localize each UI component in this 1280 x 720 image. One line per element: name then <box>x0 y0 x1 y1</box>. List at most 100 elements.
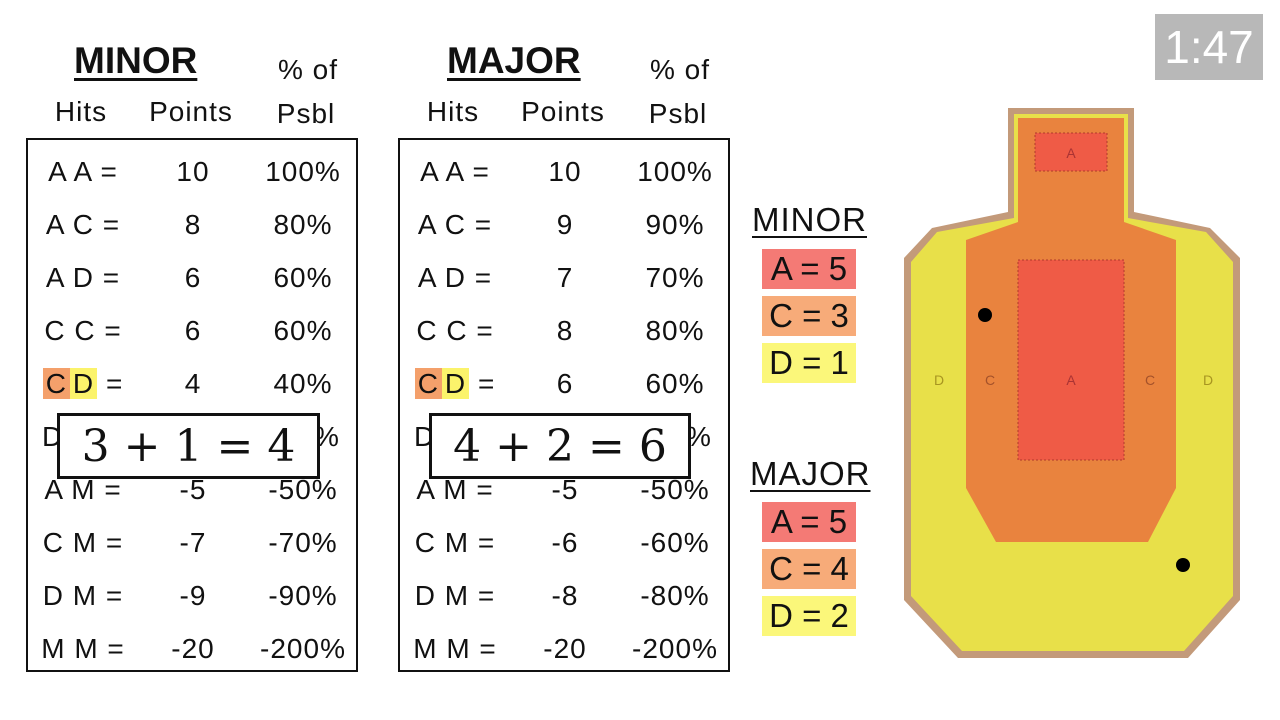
pct-cell: 60% <box>273 315 333 346</box>
hits-cell: D M = <box>42 580 124 611</box>
pct-cell: 60% <box>645 368 705 399</box>
table-row: A M = -5 -50% <box>28 463 356 516</box>
hits-cell: A M = <box>416 474 494 505</box>
minor-points-header: Points <box>149 96 233 127</box>
pct-cell: 70% <box>645 262 705 293</box>
points-cell: 7 <box>556 262 574 293</box>
table-row: D M = -9 -90% <box>28 569 356 622</box>
pct-cell: -60% <box>640 527 710 558</box>
video-timer: 1:47 <box>1155 14 1263 80</box>
zone-label-c-right: C <box>1145 372 1155 388</box>
bullet-hole <box>1176 558 1190 572</box>
minor-pct-header-line1: % of <box>277 54 339 85</box>
bullet-hole <box>978 308 992 322</box>
minor-table-title: MINOR <box>74 40 198 81</box>
minor-d-points-badge: D = 1 <box>762 343 856 383</box>
pct-cell: -200% <box>260 633 346 664</box>
pct-cell: -80% <box>640 580 710 611</box>
d-zone-highlight: D <box>69 368 98 399</box>
table-row: M M = -20 -200% <box>400 622 728 675</box>
hits-cell: A D = <box>417 262 493 293</box>
table-row: M M = -20 -200% <box>28 622 356 675</box>
hits-cell: C C = <box>416 315 494 346</box>
points-cell: 9 <box>556 209 574 240</box>
points-cell: 4 <box>184 368 202 399</box>
major-points-title: MAJOR <box>750 455 871 492</box>
table-row: C C = 8 80% <box>400 304 728 357</box>
points-cell: -5 <box>551 474 579 505</box>
pct-cell: 60% <box>273 262 333 293</box>
major-pct-header-line2: Psbl <box>648 98 708 129</box>
points-cell: 6 <box>556 368 574 399</box>
hits-cell: A A = <box>48 156 118 187</box>
table-row: A M = -5 -50% <box>400 463 728 516</box>
table-row: A A = 10 100% <box>400 145 728 198</box>
points-cell: 10 <box>176 156 210 187</box>
pct-cell: -90% <box>268 580 338 611</box>
table-row: A D = 7 70% <box>400 251 728 304</box>
hits-cell: A A = <box>420 156 490 187</box>
points-cell: -20 <box>543 633 587 664</box>
pct-cell: 90% <box>645 209 705 240</box>
major-c-points-badge: C = 4 <box>762 549 856 589</box>
hits-cell: C C = <box>44 315 122 346</box>
hits-cell: C M = <box>42 527 124 558</box>
d-zone-highlight: D <box>441 368 470 399</box>
major-a-points-badge: A = 5 <box>762 502 856 542</box>
table-row: C M = -7 -70% <box>28 516 356 569</box>
points-cell: -6 <box>551 527 579 558</box>
c-zone-highlight: C <box>42 368 70 399</box>
hits-cell: M M = <box>41 633 125 664</box>
table-row: A A = 10 100% <box>28 145 356 198</box>
major-table: A A = 10 100% A C = 9 90% A D = 7 70% C … <box>398 138 730 672</box>
head-zone-label: A <box>1066 145 1076 161</box>
table-row: A D = 6 60% <box>28 251 356 304</box>
major-hits-header: Hits <box>426 96 480 127</box>
pct-cell: 80% <box>273 209 333 240</box>
pct-cell: 40% <box>273 368 333 399</box>
hits-cell: M M = <box>413 633 497 664</box>
hits-cell: A C = <box>417 209 493 240</box>
points-cell: -9 <box>179 580 207 611</box>
zone-label-c-left: C <box>985 372 995 388</box>
hits-cell: D M = <box>414 580 496 611</box>
pct-cell: 100% <box>265 156 341 187</box>
table-row: D M = -8 -80% <box>400 569 728 622</box>
major-d-points-badge: D = 2 <box>762 596 856 636</box>
hits-cell: C M = <box>414 527 496 558</box>
zone-label-d-right: D <box>1203 372 1213 388</box>
minor-a-points-badge: A = 5 <box>762 249 856 289</box>
pct-cell: -70% <box>268 527 338 558</box>
hits-cell: A M = <box>44 474 122 505</box>
minor-equation-box: 3 + 1 = 4 <box>57 413 320 479</box>
major-table-title: MAJOR <box>447 40 581 81</box>
target-body-a-zone <box>1017 259 1125 461</box>
equals-sign: = <box>477 368 496 399</box>
minor-hits-header: Hits <box>54 96 108 127</box>
points-cell: -8 <box>551 580 579 611</box>
points-cell: 6 <box>184 262 202 293</box>
points-cell: -5 <box>179 474 207 505</box>
c-zone-highlight: C <box>414 368 442 399</box>
points-cell: 10 <box>548 156 582 187</box>
table-row: C C = 6 60% <box>28 304 356 357</box>
points-cell: -20 <box>171 633 215 664</box>
pct-cell: -50% <box>268 474 338 505</box>
major-equation-box: 4 + 2 = 6 <box>429 413 691 479</box>
minor-table: A A = 10 100% A C = 8 80% A D = 6 60% C … <box>26 138 358 672</box>
hits-cell: A C = <box>45 209 121 240</box>
zone-label-d-left: D <box>934 372 944 388</box>
pct-cell: -50% <box>640 474 710 505</box>
table-row: C M = -6 -60% <box>400 516 728 569</box>
minor-points-title: MINOR <box>752 201 867 238</box>
zone-label-a: A <box>1066 372 1076 388</box>
pct-cell: -200% <box>632 633 718 664</box>
points-cell: 8 <box>556 315 574 346</box>
points-cell: 8 <box>184 209 202 240</box>
points-cell: -7 <box>179 527 207 558</box>
equals-sign: = <box>105 368 124 399</box>
pct-cell: 80% <box>645 315 705 346</box>
